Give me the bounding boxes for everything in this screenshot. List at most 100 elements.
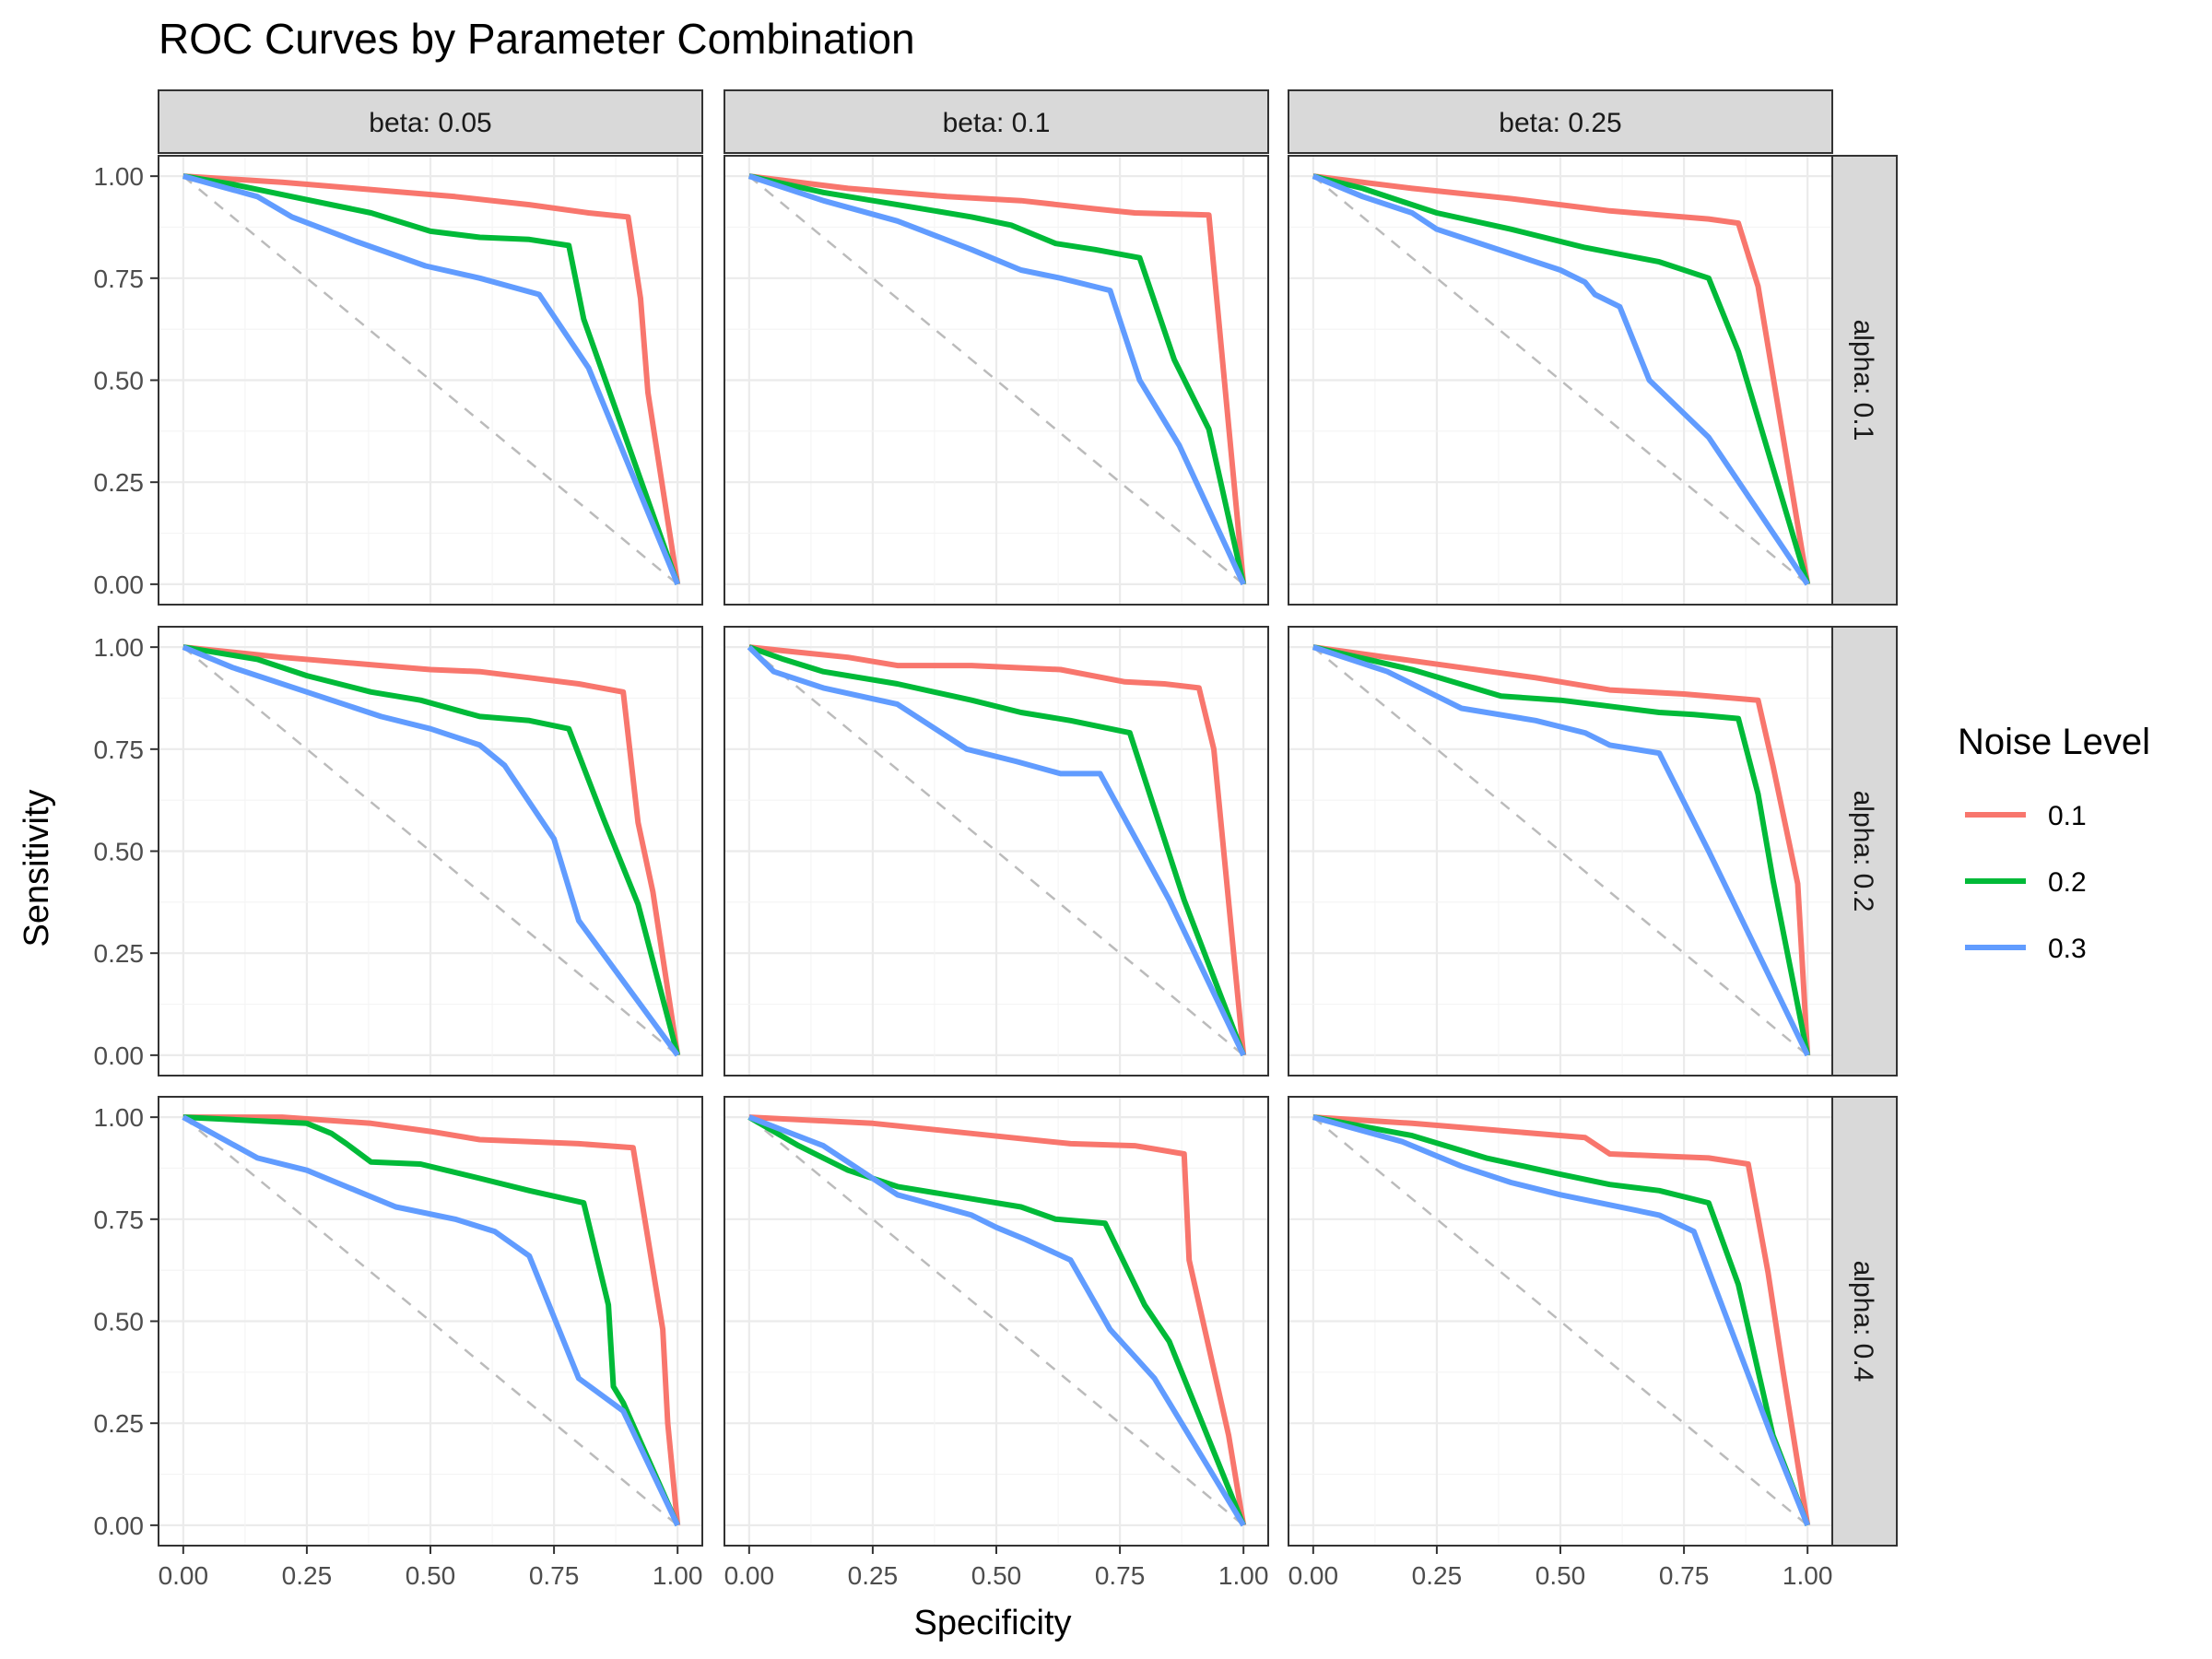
- legend-label-noise-0.3: 0.3: [2048, 934, 2087, 964]
- roc-line-noise-0.2: [1312, 644, 1811, 1056]
- roc-line-noise-0.1: [1312, 1114, 1811, 1526]
- roc-line-noise-0.3: [747, 644, 1246, 1057]
- reference-diagonal-line: [1312, 646, 1808, 1056]
- x-tick-label: 1.00: [653, 1561, 703, 1590]
- roc-line-noise-0.2: [747, 644, 1247, 1056]
- x-tick-label: 0.00: [159, 1561, 209, 1590]
- reference-diagonal-line: [748, 175, 1244, 585]
- roc-line-noise-0.3: [1312, 1114, 1810, 1527]
- roc-line-noise-0.1: [182, 173, 681, 585]
- x-tick-label: 0.25: [282, 1561, 333, 1590]
- roc-line-noise-0.2: [182, 644, 681, 1056]
- x-tick-label: 0.50: [1535, 1561, 1586, 1590]
- y-axis-title: Sensitivity: [18, 789, 56, 947]
- facet-strip-col-label-2: beta: 0.25: [1499, 108, 1621, 138]
- facet-panels: beta: 0.05 beta: 0.1 beta: 0.25 alpha: 0.1 a…: [94, 89, 1898, 1590]
- y-tick-label: 0.00: [94, 571, 145, 599]
- reference-diagonal-line: [182, 175, 678, 585]
- roc-line-noise-0.1: [1312, 644, 1811, 1056]
- y-tick-label: 0.25: [94, 939, 145, 968]
- reference-diagonal-line: [1312, 175, 1808, 585]
- panel-0-0: 0.00 0.25 0.50 0.75 1.00: [94, 155, 703, 606]
- reference-diagonal-line: [182, 646, 678, 1056]
- y-tick-label: 1.00: [94, 633, 145, 662]
- y-tick-label: 0.25: [94, 1409, 145, 1438]
- roc-line-noise-0.1: [748, 1114, 1247, 1526]
- reference-diagonal-line: [1312, 1116, 1808, 1526]
- x-tick-label: 0.00: [724, 1561, 775, 1590]
- roc-line-noise-0.3: [747, 1114, 1246, 1527]
- panel-2-2: 0.00 0.25 0.50 0.75 1.00: [1288, 1096, 1833, 1590]
- panel-border: [1288, 626, 1833, 1077]
- roc-line-noise-0.3: [1312, 173, 1810, 586]
- x-tick-label: 0.50: [406, 1561, 456, 1590]
- panel-border: [724, 626, 1269, 1077]
- roc-line-noise-0.2: [1312, 173, 1811, 585]
- y-tick-label: 0.50: [94, 838, 145, 866]
- reference-diagonal-line: [748, 1116, 1244, 1526]
- facet-strip-col-2: [1288, 89, 1833, 154]
- y-tick-label: 0.00: [94, 1041, 145, 1070]
- x-tick-label: 0.75: [529, 1561, 580, 1590]
- x-tick-label: 1.00: [1218, 1561, 1269, 1590]
- y-tick-label: 1.00: [94, 1103, 145, 1132]
- chart-title: ROC Curves by Parameter Combination: [159, 15, 915, 63]
- y-tick-label: 0.75: [94, 735, 145, 764]
- y-tick-label: 0.50: [94, 367, 145, 395]
- facet-strip-row-label-1: alpha: 0.2: [1848, 791, 1878, 912]
- x-tick-label: 0.75: [1659, 1561, 1710, 1590]
- roc-line-noise-0.1: [748, 173, 1247, 585]
- panel-0-1: [724, 155, 1269, 606]
- x-tick-label: 0.75: [1095, 1561, 1146, 1590]
- roc-line-noise-0.1: [1312, 173, 1811, 585]
- facet-strip-col-label-0: beta: 0.05: [369, 108, 491, 138]
- panel-0-2: [1288, 155, 1833, 606]
- legend-label-noise-0.1: 0.1: [2048, 801, 2087, 831]
- roc-line-noise-0.1: [182, 644, 681, 1056]
- y-tick-label: 0.75: [94, 1206, 145, 1234]
- facet-strip-col-1: [724, 89, 1269, 154]
- reference-diagonal-line: [182, 1116, 678, 1526]
- roc-line-noise-0.3: [182, 173, 680, 586]
- y-tick-label: 0.50: [94, 1308, 145, 1336]
- roc-line-noise-0.2: [182, 1114, 680, 1527]
- panel-border: [1288, 155, 1833, 606]
- x-tick-label: 0.25: [848, 1561, 899, 1590]
- facet-strip-col-label-1: beta: 0.1: [943, 108, 1051, 138]
- x-axis-title: Specificity: [913, 1604, 1071, 1642]
- facet-strip-row-2: [1831, 1096, 1898, 1547]
- roc-line-noise-0.3: [747, 173, 1246, 586]
- roc-line-noise-0.2: [1312, 1114, 1810, 1526]
- facet-strip-row-label-0: alpha: 0.1: [1848, 320, 1878, 441]
- panel-2-0: 0.00 0.25 0.50 0.75 1.00 0.00 0.25 0.50 0.75 1.00: [94, 1096, 703, 1590]
- y-tick-label: 0.00: [94, 1512, 145, 1540]
- panel-2-1: 0.00 0.25 0.50 0.75 1.00: [724, 1096, 1269, 1590]
- roc-line-noise-0.3: [182, 644, 680, 1057]
- roc-line-noise-0.1: [182, 1114, 681, 1526]
- facet-strip-row-label-2: alpha: 0.4: [1848, 1261, 1878, 1382]
- panel-1-1: [724, 626, 1269, 1077]
- facet-strip-row-1: [1831, 626, 1898, 1077]
- panel-1-2: [1288, 626, 1833, 1077]
- legend: Noise Level 0.1 0.2 0.3: [1958, 722, 2150, 964]
- roc-line-noise-0.2: [747, 1114, 1246, 1527]
- x-tick-label: 0.25: [1412, 1561, 1463, 1590]
- reference-diagonal-line: [748, 646, 1244, 1056]
- facet-strip-row-0: [1831, 155, 1898, 606]
- x-tick-label: 1.00: [1783, 1561, 1833, 1590]
- legend-title: Noise Level: [1958, 722, 2150, 762]
- facet-strip-col-0: [158, 89, 703, 154]
- legend-label-noise-0.2: 0.2: [2048, 867, 2087, 898]
- panel-1-0: 0.00 0.25 0.50 0.75 1.00: [94, 626, 703, 1077]
- panel-border: [724, 155, 1269, 606]
- roc-line-noise-0.3: [182, 1114, 680, 1527]
- roc-line-noise-0.2: [182, 173, 681, 585]
- roc-line-noise-0.2: [748, 173, 1247, 585]
- y-tick-label: 0.75: [94, 265, 145, 293]
- y-tick-label: 0.25: [94, 468, 145, 497]
- x-tick-label: 0.00: [1288, 1561, 1339, 1590]
- x-tick-label: 0.50: [971, 1561, 1022, 1590]
- y-tick-label: 1.00: [94, 162, 145, 191]
- roc-line-noise-0.1: [748, 644, 1247, 1056]
